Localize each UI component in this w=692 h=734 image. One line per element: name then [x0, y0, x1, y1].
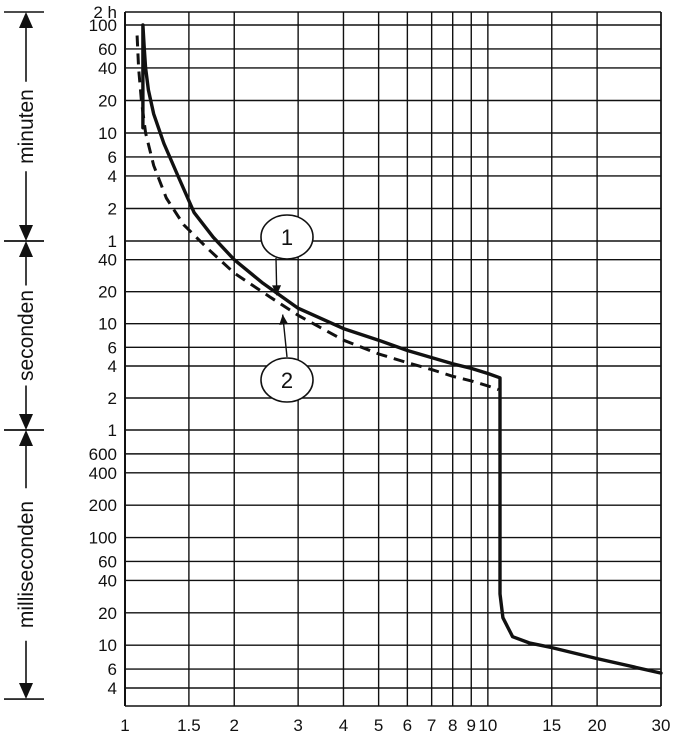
x-tick-label-9: 9: [467, 716, 476, 734]
arrow-up-icon: [19, 241, 33, 257]
x-tick-label-30: 30: [652, 716, 671, 734]
curve-2: [135, 35, 499, 392]
unit-section-minuten: minuten: [4, 11, 44, 242]
y-tick-label-1: 100: [89, 16, 117, 35]
curve-1: [141, 23, 663, 675]
x-tick-label-2: 2: [229, 716, 238, 734]
y-tick-label-4: 20: [98, 91, 117, 110]
x-tick-label-15: 15: [542, 716, 561, 734]
y-tick-label-25: 6: [108, 660, 117, 679]
y-tick-label-11: 20: [98, 283, 117, 302]
unit-section-milliseconden: milliseconden: [4, 429, 44, 700]
x-axis-tick-labels: 1 1.5 2 3 4 5 6 7 8 9 10 15 20 30: [120, 716, 670, 734]
y-tick-label-6: 6: [108, 148, 117, 167]
y-tick-label-2: 60: [98, 40, 117, 59]
x-tick-label-8: 8: [448, 716, 457, 734]
plot-frame: [124, 11, 662, 707]
y-tick-label-5: 10: [98, 124, 117, 143]
unit-section-label: milliseconden: [15, 501, 38, 628]
unit-section-seconden: seconden: [4, 240, 44, 431]
callout-circle: [260, 357, 314, 403]
arrow-down-icon: [19, 683, 33, 700]
grid: [124, 12, 662, 706]
arrow-up-icon: [19, 12, 33, 28]
x-tick-label-1: 1: [120, 716, 129, 734]
y-tick-label-24: 10: [98, 636, 117, 655]
y-tick-label-7: 4: [108, 167, 117, 186]
callout-label: 2: [281, 368, 293, 393]
y-tick-label-23: 20: [98, 604, 117, 623]
y-tick-label-0: 2 h: [93, 3, 117, 22]
unit-section-label: minuten: [15, 89, 38, 164]
y-tick-label-18: 400: [89, 464, 117, 483]
y-tick-label-10: 40: [98, 251, 117, 270]
arrow-up-icon: [19, 430, 33, 446]
x-tick-label-5: 5: [374, 716, 383, 734]
callout-label: 1: [281, 225, 293, 250]
x-tick-label-3: 3: [293, 716, 302, 734]
y-tick-label-3: 40: [98, 59, 117, 78]
y-tick-label-13: 6: [108, 338, 117, 357]
curves: [135, 23, 663, 675]
y-tick-label-17: 600: [89, 445, 117, 464]
y-tick-label-12: 10: [98, 315, 117, 334]
y-tick-label-22: 40: [98, 571, 117, 590]
x-tick-label-4: 4: [339, 716, 348, 734]
callout-2: 2: [260, 314, 314, 403]
arrow-down-icon: [19, 225, 33, 241]
y-tick-label-19: 200: [89, 496, 117, 515]
y-tick-label-8: 2: [108, 199, 117, 218]
y-tick-label-9: 1: [108, 232, 117, 251]
x-tick-label-7: 7: [427, 716, 436, 734]
x-tick-label-20: 20: [588, 716, 607, 734]
y-tick-label-20: 100: [89, 529, 117, 548]
callout-circle: [260, 214, 314, 260]
unit-sections: minuten seconden milliseconden: [4, 11, 44, 700]
callout-arrow-icon: [279, 314, 289, 325]
y-tick-label-15: 2: [108, 389, 117, 408]
callout-arrow-icon: [272, 285, 282, 296]
y-tick-label-26: 4: [108, 679, 117, 698]
y-tick-label-21: 60: [98, 552, 117, 571]
curve-markers: 12: [260, 214, 314, 403]
x-tick-label-1.5: 1.5: [177, 716, 201, 734]
arrow-down-icon: [19, 414, 33, 430]
y-axis-tick-labels: 2 h1006040201064214020106421600400200100…: [89, 3, 117, 698]
x-tick-label-10: 10: [478, 716, 497, 734]
y-tick-label-14: 4: [108, 357, 117, 376]
x-tick-label-6: 6: [403, 716, 412, 734]
unit-section-label: seconden: [15, 290, 38, 381]
y-tick-label-16: 1: [108, 421, 117, 440]
callout-1: 1: [260, 214, 314, 296]
